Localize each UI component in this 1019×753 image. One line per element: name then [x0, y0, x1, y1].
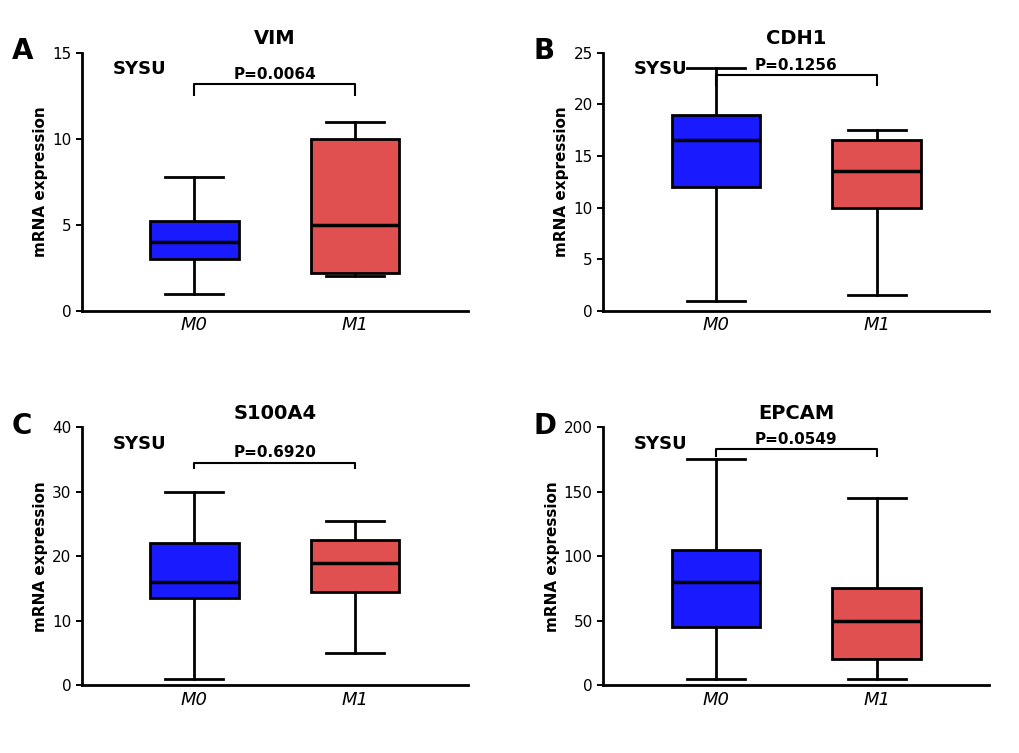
- Text: A: A: [12, 37, 34, 66]
- Text: SYSU: SYSU: [634, 434, 687, 453]
- Title: CDH1: CDH1: [765, 29, 825, 48]
- Bar: [671, 550, 759, 627]
- Y-axis label: mRNA expression: mRNA expression: [553, 106, 569, 258]
- Y-axis label: mRNA expression: mRNA expression: [33, 106, 48, 258]
- Bar: [311, 540, 399, 592]
- Text: P=0.0549: P=0.0549: [754, 432, 837, 447]
- Bar: [832, 588, 920, 660]
- Text: P=0.6920: P=0.6920: [233, 446, 316, 461]
- Bar: [150, 221, 238, 259]
- Title: VIM: VIM: [254, 29, 296, 48]
- Text: SYSU: SYSU: [634, 60, 687, 78]
- Text: B: B: [533, 37, 554, 66]
- Text: SYSU: SYSU: [112, 434, 166, 453]
- Bar: [671, 114, 759, 187]
- Title: EPCAM: EPCAM: [757, 404, 834, 422]
- Text: P=0.1256: P=0.1256: [754, 59, 837, 73]
- Y-axis label: mRNA expression: mRNA expression: [33, 480, 48, 632]
- Text: P=0.0064: P=0.0064: [233, 66, 316, 81]
- Y-axis label: mRNA expression: mRNA expression: [544, 480, 559, 632]
- Bar: [832, 141, 920, 208]
- Bar: [311, 139, 399, 273]
- Text: SYSU: SYSU: [112, 60, 166, 78]
- Title: S100A4: S100A4: [233, 404, 316, 422]
- Text: D: D: [533, 412, 556, 440]
- Text: C: C: [12, 412, 33, 440]
- Bar: [150, 543, 238, 598]
